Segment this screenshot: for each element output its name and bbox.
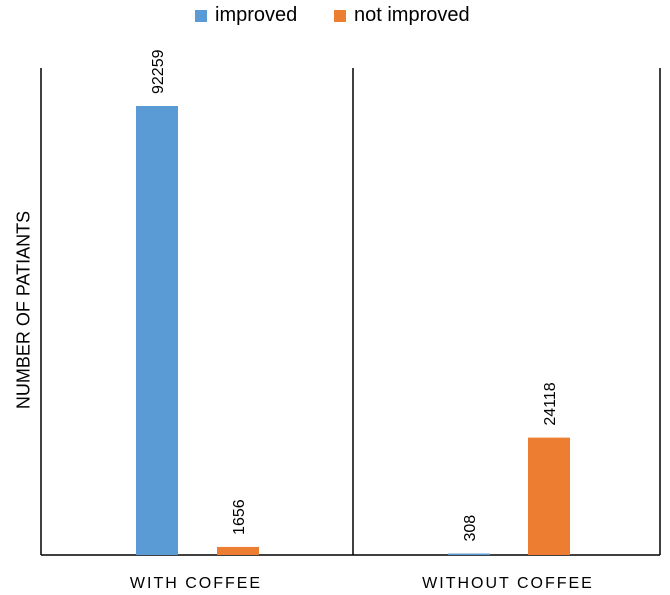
legend-label-not-improved: not improved xyxy=(354,4,470,26)
data-label-not-improved-1: 24118 xyxy=(542,382,559,425)
bar-not-improved-1 xyxy=(528,437,570,555)
legend-item-not-improved: not improved xyxy=(334,4,470,27)
data-label-improved-1: 308 xyxy=(462,515,479,542)
legend: improved not improved xyxy=(0,4,670,28)
data-label-not-improved-0: 1656 xyxy=(231,499,248,535)
category-label-without-coffee: WITHOUT COFFEE xyxy=(422,575,594,592)
legend-item-improved: improved xyxy=(195,4,297,27)
legend-swatch-improved xyxy=(195,9,207,22)
bar-improved-1 xyxy=(448,553,490,555)
legend-label-improved: improved xyxy=(215,4,298,26)
bar-not-improved-0 xyxy=(217,546,259,555)
data-label-improved-0: 92259 xyxy=(150,49,167,94)
category-label-with-coffee: WITH COFFEE xyxy=(130,575,262,592)
labels: WITH COFFEE WITHOUT COFFEE 92259 308 1656 241… xyxy=(130,49,594,592)
bars xyxy=(136,106,570,555)
legend-swatch-not-improved xyxy=(334,9,346,22)
bar-improved-0 xyxy=(136,106,178,555)
